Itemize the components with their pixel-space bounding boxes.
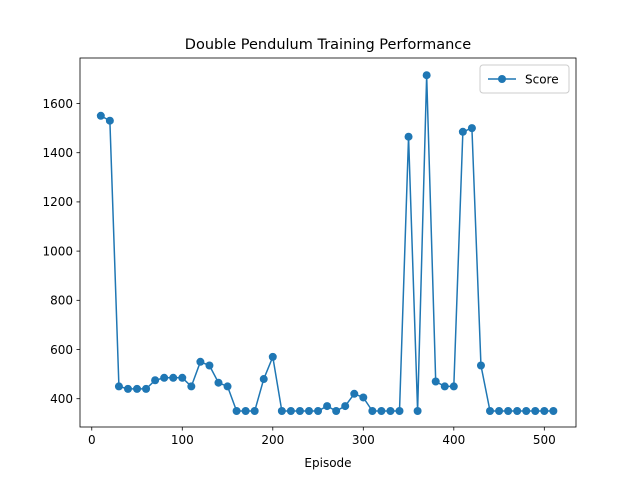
data-point (404, 132, 413, 141)
legend-label: Score (525, 72, 559, 86)
legend-box (479, 64, 570, 94)
data-point (377, 407, 386, 416)
data-point (105, 116, 114, 125)
data-point (223, 382, 232, 391)
y-tick-label: 800 (50, 294, 73, 308)
data-point (169, 373, 178, 382)
data-point (241, 407, 250, 416)
data-point (268, 352, 277, 361)
chart-title: Double Pendulum Training Performance (185, 37, 471, 53)
data-point (341, 402, 350, 411)
data-point (422, 71, 431, 80)
data-point (431, 377, 440, 386)
data-point (549, 407, 558, 416)
data-point (467, 124, 476, 133)
data-point (495, 407, 504, 416)
y-tick-label: 400 (50, 392, 73, 406)
data-point (323, 402, 332, 411)
data-point (513, 407, 522, 416)
data-point (522, 407, 531, 416)
x-tick-label: 300 (352, 433, 375, 447)
data-point (187, 382, 196, 391)
data-point (259, 375, 268, 384)
data-point (413, 407, 422, 416)
data-point (133, 384, 142, 393)
data-point (350, 389, 359, 398)
axes: 0 100 200 300 400 500 400 600 800 1000 1200 1400 160… (42, 57, 577, 447)
x-tick-label: 100 (171, 433, 194, 447)
x-tick-label: 400 (442, 433, 465, 447)
data-point (540, 407, 549, 416)
x-tick-label: 500 (533, 433, 556, 447)
data-point (232, 407, 241, 416)
data-point (96, 111, 105, 120)
data-point (196, 357, 205, 366)
data-point (214, 378, 223, 387)
legend: Score (479, 64, 570, 94)
x-axis-label: Episode (304, 456, 351, 470)
x-tick-label: 200 (261, 433, 284, 447)
data-point (304, 407, 313, 416)
data-point (504, 407, 513, 416)
data-point (368, 407, 377, 416)
data-point (395, 407, 404, 416)
data-point (449, 382, 458, 391)
data-point (123, 384, 132, 393)
y-tick-label: 1000 (42, 244, 73, 258)
plot-area (96, 71, 558, 416)
data-point (142, 384, 151, 393)
y-tick-label: 1600 (42, 97, 73, 111)
data-point (359, 393, 368, 402)
data-point (314, 407, 323, 416)
data-point (205, 361, 214, 370)
data-point (332, 407, 341, 416)
legend-marker (498, 75, 506, 83)
x-tick-label: 0 (88, 433, 96, 447)
data-point (160, 373, 169, 382)
data-point (286, 407, 295, 416)
data-point (178, 373, 187, 382)
data-point (114, 382, 123, 391)
data-point (151, 376, 160, 385)
y-tick-label: 1200 (42, 195, 73, 209)
data-point (531, 407, 540, 416)
data-point (250, 407, 259, 416)
y-tick-label: 1400 (42, 146, 73, 160)
data-point (440, 382, 449, 391)
y-tick-label: 600 (50, 343, 73, 357)
data-point (476, 361, 485, 370)
data-point (458, 127, 467, 136)
data-point (386, 407, 395, 416)
data-point (486, 407, 495, 416)
axes-frame (79, 57, 577, 428)
data-point (277, 407, 286, 416)
data-point (295, 407, 304, 416)
